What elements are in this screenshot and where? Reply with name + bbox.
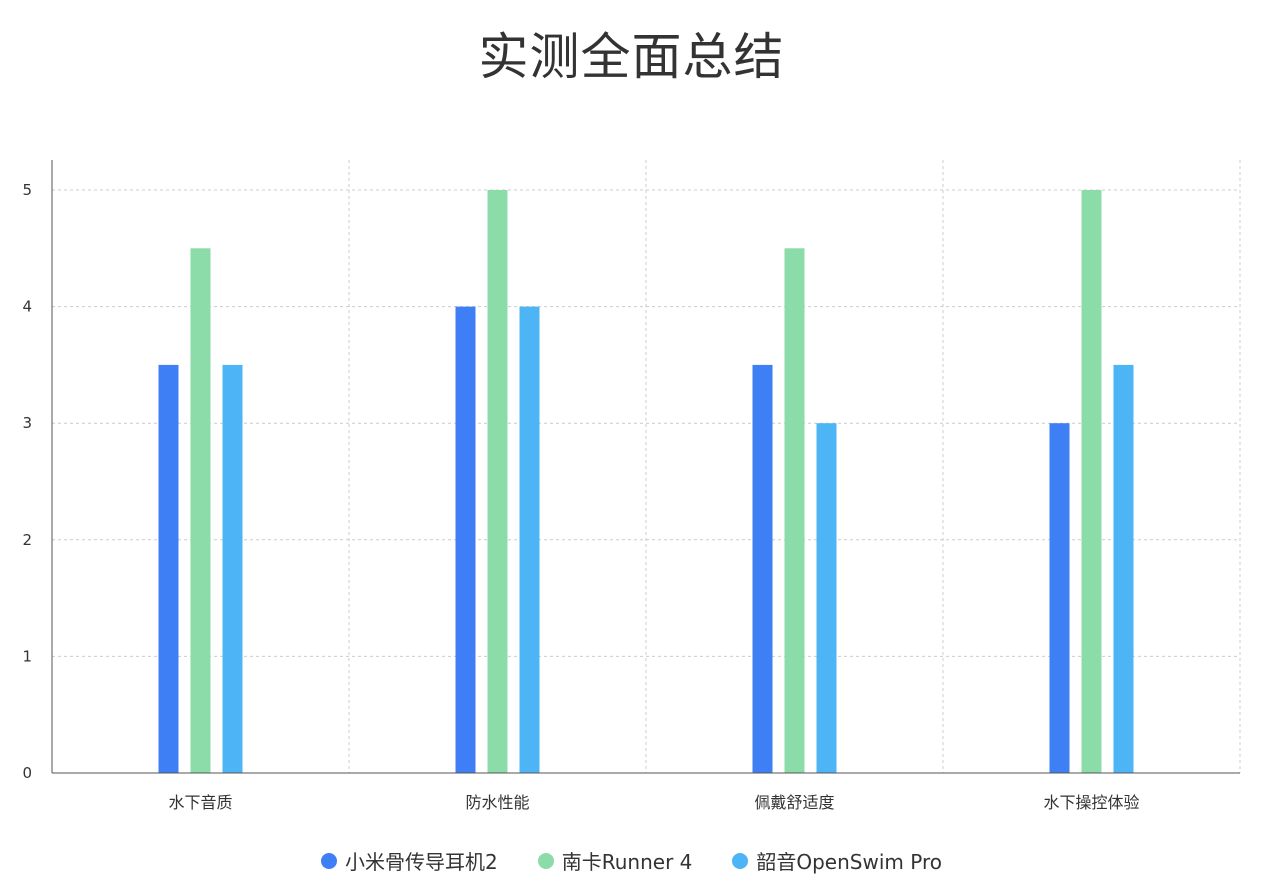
bar-2-4	[1081, 190, 1102, 773]
legend-marker	[321, 852, 337, 869]
bar-chart: 0 1 2 3 4 5 水下音质 防水性能 佩戴舒适度 水下操控体验	[22, 160, 1241, 812]
y-tick-label: 3	[22, 414, 32, 432]
legend-marker	[537, 852, 554, 869]
bar-1-4	[1049, 423, 1070, 773]
y-tick-label: 1	[22, 647, 32, 665]
axes	[51, 160, 1240, 774]
bar-3-1	[222, 364, 243, 773]
legend-label: 南卡Runner 4	[561, 850, 693, 874]
bar-1-2	[455, 306, 476, 773]
legend-marker	[732, 852, 749, 869]
x-tick-label: 水下操控体验	[1043, 793, 1139, 812]
bar-2-2	[487, 190, 508, 773]
bar-2-1	[190, 248, 211, 774]
legend: 小米骨传导耳机2 南卡Runner 4 韶音OpenSwim Pro	[0, 846, 1263, 875]
legend-item: 韶音OpenSwim Pro	[732, 846, 942, 875]
bars	[158, 190, 1134, 774]
bar-3-2	[519, 306, 540, 773]
legend-item: 南卡Runner 4	[537, 846, 693, 875]
legend-item: 小米骨传导耳机2	[321, 846, 498, 875]
legend-label: 韶音OpenSwim Pro	[756, 850, 942, 874]
bar-3-4	[1113, 364, 1134, 773]
legend-label: 小米骨传导耳机2	[345, 850, 498, 874]
x-tick-label: 佩戴舒适度	[754, 793, 834, 812]
bar-1-1	[158, 364, 179, 773]
bar-3-3	[816, 423, 837, 773]
y-tick-label: 0	[22, 764, 32, 782]
x-tick-labels: 水下音质 防水性能 佩戴舒适度 水下操控体验	[168, 793, 1139, 812]
grid-lines	[52, 160, 1241, 773]
y-tick-label: 4	[22, 298, 32, 316]
x-tick-label: 防水性能	[465, 793, 529, 812]
y-tick-labels: 0 1 2 3 4 5	[22, 181, 32, 782]
bar-1-3	[752, 364, 773, 773]
y-tick-label: 5	[22, 181, 32, 199]
chart-title: 实测全面总结	[478, 28, 785, 86]
bar-2-3	[784, 248, 805, 774]
x-tick-label: 水下音质	[168, 793, 232, 812]
y-tick-label: 2	[22, 531, 32, 549]
